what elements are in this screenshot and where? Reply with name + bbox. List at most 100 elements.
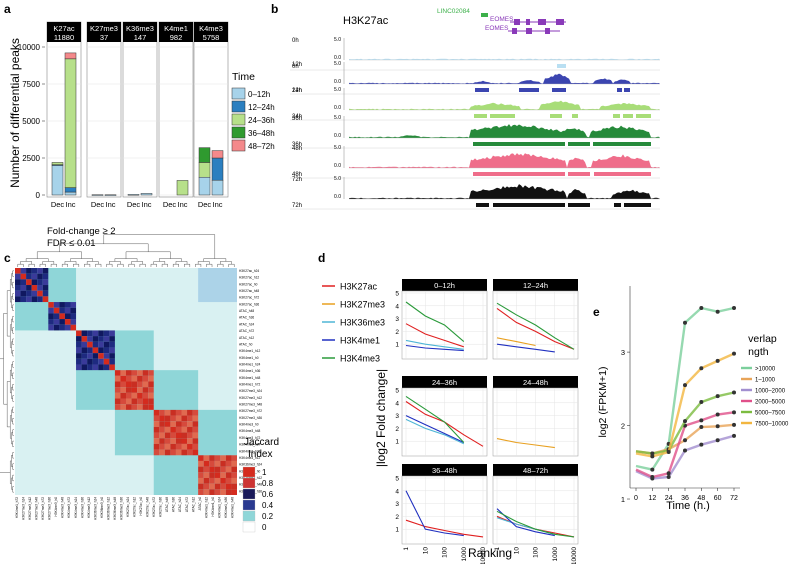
heatmap-cell: [142, 370, 149, 376]
a-legend-label-4: 48–72h: [248, 142, 275, 151]
e-series-point-2: [683, 448, 687, 453]
heatmap-cell: [87, 336, 93, 342]
heatmap-cell: [209, 460, 215, 467]
a-bar-K4me3-dec-0: [198, 176, 211, 196]
dendrogram-branch: [159, 258, 182, 262]
b-peak-call: [493, 203, 565, 207]
dendrogram-branch: [12, 406, 14, 413]
heatmap-cell: [20, 296, 27, 303]
heatmap-cell: [203, 455, 210, 461]
heatmap-cell: [53, 324, 60, 331]
heatmap-cell: [120, 404, 126, 410]
heatmap-cell: [187, 415, 193, 422]
column-label: H3K4me3_h0: [54, 497, 58, 517]
heatmap-cell: [220, 455, 226, 461]
b-axis-bottom: 0.0: [334, 79, 341, 85]
heatmap-cell: [159, 443, 165, 450]
column-label: H3K27ac_h72: [152, 497, 156, 517]
heatmap-cell: [198, 489, 204, 495]
heatmap-cell: [164, 421, 171, 427]
heatmap-cell: [109, 341, 115, 348]
heatmap-cell: [175, 438, 182, 444]
d-ytick-label: 4: [395, 400, 399, 407]
a-legend-label-1: 12–24h: [248, 103, 275, 112]
heatmap-cell: [59, 313, 65, 320]
heatmap-cell: [214, 466, 221, 473]
dendrogram-branch: [0, 358, 11, 473]
b-peak-row-label-4: 48h: [292, 172, 302, 178]
heatmap-cell: [48, 324, 54, 331]
e-xtick-label-4: 48: [697, 495, 705, 502]
row-label: H3K27me3_h12: [239, 396, 262, 400]
row-label: H3K27me3_h24: [239, 389, 262, 393]
heatmap-cell: [98, 358, 104, 365]
heatmap-low-region: [198, 268, 237, 410]
a-xtick-label: Inc: [65, 200, 75, 209]
row-label: H3K4me3_h36: [239, 449, 260, 453]
heatmap-cell: [76, 353, 82, 359]
d-facet-header: [493, 279, 578, 291]
heatmap-cell: [15, 285, 21, 291]
heatmap-cell: [231, 489, 237, 495]
d-ytick-label: 4: [395, 303, 399, 310]
a-facet-mark: K27me3: [90, 24, 118, 33]
dendrogram-branch: [12, 361, 14, 368]
heatmap-cell: [148, 398, 154, 405]
heatmap-cell: [26, 279, 32, 286]
jaccard-legend-tick-5: 0: [262, 523, 267, 532]
heatmap-cell: [131, 392, 138, 399]
heatmap-cell: [148, 404, 154, 410]
b-axis-bottom: 0.0: [334, 105, 341, 111]
heatmap-cell: [81, 358, 88, 365]
heatmap-cell: [142, 381, 149, 388]
heatmap-cell: [37, 290, 43, 297]
heatmap-cell: [103, 336, 110, 342]
heatmap-cell: [120, 387, 126, 393]
e-ytick-label-2: 3: [621, 348, 625, 357]
heatmap-cell: [59, 307, 65, 314]
d-series-H3K27ac-4: [405, 519, 484, 538]
heatmap-cell: [48, 307, 54, 314]
column-label: H3K4me1_h0: [211, 497, 215, 517]
heatmap-cell: [114, 370, 121, 376]
d-series-H3K4me1-4: [405, 490, 464, 537]
a-bar-K36me3-inc-0: [140, 193, 153, 196]
panel-d: d H3K27acH3K27me3H3K36me3H3K4me1H3K4me3 …: [318, 251, 579, 564]
d-ytick-label: 2: [395, 426, 399, 433]
a-xtick-label: Inc: [141, 200, 151, 209]
heatmap-cell: [37, 273, 43, 280]
row-label: H3K4me1_h0: [239, 356, 259, 360]
a-legend-label-0: 0–12h: [248, 90, 270, 99]
dendrogram-branch: [12, 418, 14, 425]
heatmap-cell: [131, 381, 138, 388]
heatmap-cell: [225, 483, 232, 490]
d-xtick-label: 1000: [552, 547, 559, 562]
heatmap-cell: [231, 472, 237, 478]
heatmap-cell: [26, 285, 32, 291]
heatmap-cell: [114, 404, 121, 410]
heatmap-cell: [137, 392, 143, 399]
d-facet-header: [402, 464, 487, 476]
heatmap-cell: [225, 477, 232, 484]
column-label: H3K27ac_h36: [159, 497, 163, 517]
heatmap-cell: [203, 489, 210, 495]
a-facet-header: [194, 22, 228, 42]
heatmap-cell: [103, 364, 110, 371]
heatmap-cell: [81, 341, 88, 348]
heatmap-cell: [70, 307, 77, 314]
b-axis-bottom: 0.0: [334, 55, 341, 61]
heatmap-cell: [192, 443, 199, 450]
panel-e-xlabel: Time (h.): [666, 500, 710, 512]
heatmap-cell: [59, 324, 65, 331]
heatmap-cell: [92, 330, 99, 337]
row-label: ATAC_h36: [239, 316, 254, 320]
e-series-point-3: [732, 410, 736, 415]
heatmap-cell: [170, 426, 176, 433]
row-label: H3K27ac_h48: [239, 289, 259, 293]
d-ytick-label: 2: [395, 514, 399, 521]
heatmap-cell: [164, 426, 171, 433]
a-facet-frame: [86, 21, 122, 198]
heatmap-cell: [120, 398, 126, 405]
e-series-point-1: [732, 422, 736, 427]
d-facet-title-2: 24–36h: [432, 378, 457, 387]
